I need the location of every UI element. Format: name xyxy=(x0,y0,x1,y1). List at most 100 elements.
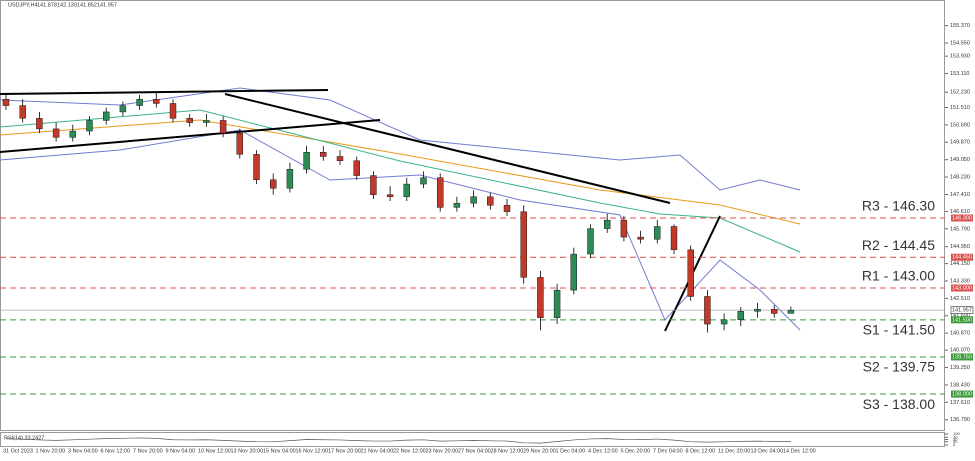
y-tick-label: 141.690 xyxy=(950,313,970,319)
y-tick-label: 149.870 xyxy=(950,140,970,146)
candle-body xyxy=(687,249,694,297)
x-tick-label: 23 Nov 20:00 xyxy=(426,448,459,454)
y-tick-label: 144.150 xyxy=(950,261,970,267)
y-tick-label: 152.230 xyxy=(950,90,970,96)
x-tick-label: 7 Nov 20:00 xyxy=(133,448,163,454)
header-value: 141.878 xyxy=(37,2,57,8)
x-tick-label: 8 Dec 12:00 xyxy=(686,448,716,454)
y-tick-label: 143.330 xyxy=(950,278,970,284)
x-tick-label: 27 Nov 04:00 xyxy=(458,448,491,454)
level-label: S2 - 139.75 xyxy=(863,359,936,375)
candle-body xyxy=(720,319,728,325)
bollinger-band xyxy=(0,87,801,191)
candle-body xyxy=(754,309,761,312)
candle-body xyxy=(670,226,678,251)
trendline xyxy=(0,119,381,153)
price-tag-box xyxy=(951,253,973,261)
price-tag-box xyxy=(951,353,973,361)
y-tick-label: 150.690 xyxy=(950,122,970,128)
trendline xyxy=(0,89,329,95)
candle-body xyxy=(587,228,594,255)
y-tick-label: 140.870 xyxy=(950,331,970,337)
y-tick-label: 137.610 xyxy=(950,400,970,406)
x-tick-label: 10 Nov 12:00 xyxy=(198,448,231,454)
y-tick-label: 136.790 xyxy=(950,417,970,423)
bollinger-band xyxy=(0,129,801,331)
price-tag: 141.500 xyxy=(952,317,972,323)
y-tick-label: 153.930 xyxy=(950,54,970,60)
x-tick-label: 4 Dec 12:00 xyxy=(588,448,618,454)
x-tick-label: 31 Oct 2023 xyxy=(3,448,33,454)
trendline xyxy=(224,93,671,204)
x-tick-label: 6 Nov 12:00 xyxy=(101,448,131,454)
y-tick-label: 148.230 xyxy=(950,175,970,181)
candle-body xyxy=(270,179,277,189)
candle-body xyxy=(420,177,427,185)
header-value: 141.852 xyxy=(77,2,97,8)
moving-average xyxy=(0,119,801,225)
rsi-tick-label: 100 xyxy=(953,431,960,436)
price-tag-box xyxy=(951,284,973,292)
price-tag: 138.000 xyxy=(952,392,972,398)
candle-body xyxy=(553,289,561,318)
x-tick-label: 3 Nov 04:00 xyxy=(68,448,98,454)
x-tick-label: 22 Nov 12:00 xyxy=(393,448,426,454)
rsi-tick-label: 70 xyxy=(953,434,958,439)
candle-body xyxy=(403,183,410,197)
price-tag: 144.450 xyxy=(952,255,972,261)
candle-body xyxy=(570,253,577,291)
x-tick-label: 28 Nov 12:00 xyxy=(491,448,524,454)
y-tick-label: 140.070 xyxy=(950,348,970,354)
header-value: 141.957 xyxy=(97,2,117,8)
candle-body xyxy=(136,99,143,106)
candle-body xyxy=(253,154,260,181)
x-tick-label: 1 Nov 20:00 xyxy=(36,448,66,454)
x-tick-label: 29 Nov 20:00 xyxy=(523,448,556,454)
candle-body xyxy=(336,156,344,161)
candle-body xyxy=(186,118,193,123)
trendlines xyxy=(0,89,721,332)
y-tick-label: 147.410 xyxy=(950,192,970,198)
rsi-tick-label: 0 xyxy=(953,442,956,447)
y-tick-label: 142.510 xyxy=(950,296,970,302)
price-tag: 139.750 xyxy=(952,354,972,360)
candle-body xyxy=(437,177,444,208)
candle-body xyxy=(654,226,661,240)
candle-body xyxy=(704,296,711,325)
candle-body xyxy=(19,105,26,119)
candle-body xyxy=(203,120,210,123)
y-tick-label: 144.950 xyxy=(950,244,970,250)
indicators xyxy=(0,87,801,331)
candle-body xyxy=(219,120,227,134)
candle-body xyxy=(353,160,360,176)
y-tick-label: 139.250 xyxy=(950,365,970,371)
header-value: 142.130 xyxy=(57,2,77,8)
x-tick-label: 17 Nov 20:00 xyxy=(328,448,361,454)
x-tick-label: 21 Nov 04:00 xyxy=(361,448,394,454)
level-label: S3 - 138.00 xyxy=(863,396,936,412)
candle-body xyxy=(771,309,778,314)
candle-body xyxy=(470,196,477,204)
candle-body xyxy=(36,118,43,130)
price-tag: 141.957 xyxy=(952,308,972,314)
price-tag-box xyxy=(951,390,973,398)
candle-body xyxy=(604,219,611,229)
candle-body xyxy=(537,277,544,318)
candle-body xyxy=(370,175,377,195)
candle-body xyxy=(86,120,93,132)
candle-body xyxy=(487,196,494,206)
candle-body xyxy=(620,219,628,238)
price-tag-box xyxy=(950,306,974,314)
x-tick-label: 14 Dec 12:00 xyxy=(783,448,816,454)
level-label: R2 - 144.45 xyxy=(862,237,935,253)
candle-body xyxy=(303,152,310,170)
candle-body xyxy=(169,103,177,119)
candle-body xyxy=(453,202,461,208)
candle-body xyxy=(737,311,744,321)
y-tick-label: 138.430 xyxy=(950,382,970,388)
candle-body xyxy=(386,194,394,197)
y-tick-label: 149.050 xyxy=(950,157,970,163)
rsi-tick-label: 30 xyxy=(953,439,958,444)
y-tick-label: 153.110 xyxy=(950,71,969,77)
rsi-title: RSI(14) 33.2427 xyxy=(4,435,44,441)
